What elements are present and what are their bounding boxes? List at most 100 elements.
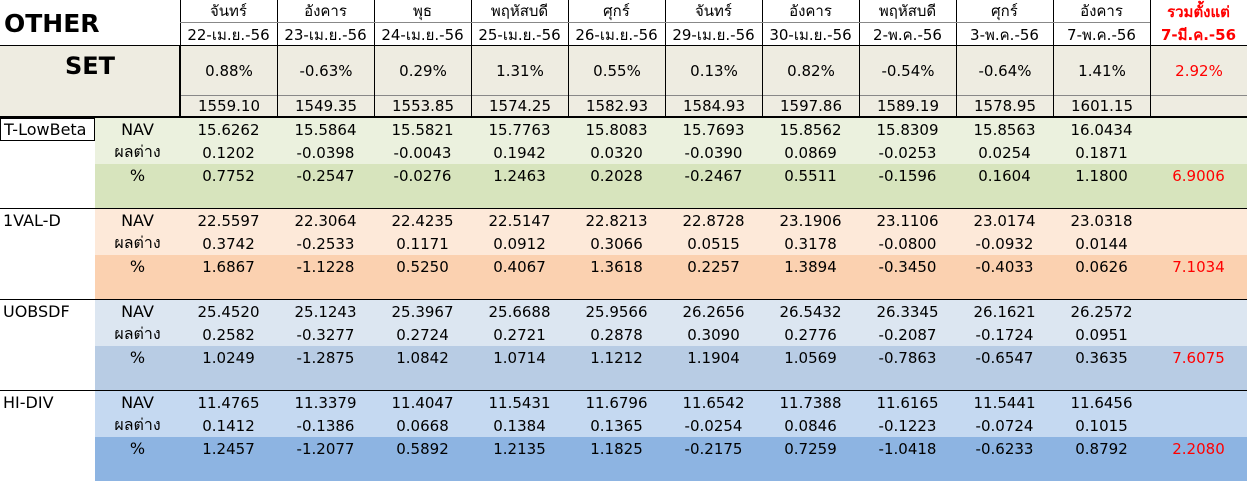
row-label: NAV — [121, 302, 154, 321]
value: -0.3277 — [296, 325, 355, 344]
set-index: 1553.85 — [374, 95, 471, 117]
header-cell — [1150, 0, 1247, 46]
row-bg — [95, 437, 1247, 481]
value: 0.5892 — [396, 439, 449, 458]
value: 0.2582 — [202, 325, 255, 344]
value: 1.0569 — [784, 348, 837, 367]
day-name: พฤหัสบดี — [471, 0, 568, 23]
value: 0.1604 — [978, 166, 1031, 185]
set-change: -0.63% — [277, 46, 374, 95]
value: 11.3379 — [294, 393, 357, 412]
fund-block: 1VAL-D NAV 22.5597 22.3064 22.4235 22.5147 22.… — [0, 208, 1247, 300]
set-index: 1549.35 — [277, 95, 374, 117]
value: 11.5431 — [488, 393, 551, 412]
value: -0.3450 — [878, 257, 937, 276]
day-name: อังคาร — [762, 0, 859, 23]
row-label: ผลต่าง — [114, 233, 161, 252]
fund-name: HI-DIV — [3, 393, 54, 412]
total-value: 6.9006 — [1172, 166, 1225, 185]
value: 0.1365 — [590, 416, 643, 435]
value: -0.1386 — [296, 416, 355, 435]
set-change: 0.13% — [665, 46, 762, 95]
value: 23.1106 — [876, 211, 939, 230]
set-change: -0.64% — [956, 46, 1053, 95]
value: 1.0249 — [202, 348, 255, 367]
value: 11.4047 — [391, 393, 454, 412]
value: 11.4765 — [197, 393, 260, 412]
value: -0.0276 — [393, 166, 452, 185]
value: 0.0254 — [978, 143, 1031, 162]
value: 0.1202 — [202, 143, 255, 162]
value: 25.3967 — [391, 302, 454, 321]
day-name: พุธ — [374, 0, 471, 23]
value: 22.8728 — [682, 211, 745, 230]
value: 1.1904 — [687, 348, 740, 367]
day-name: จันทร์ — [665, 0, 762, 23]
value: 15.5821 — [391, 120, 454, 139]
date: 23-เม.ย.-56 — [284, 25, 367, 44]
separator — [180, 95, 1247, 96]
separator — [0, 46, 180, 117]
value: 0.4067 — [493, 257, 546, 276]
value: 0.3066 — [590, 234, 643, 253]
row-bg — [95, 391, 1247, 414]
row-label: NAV — [121, 393, 154, 412]
set-change: 1.41% — [1053, 46, 1150, 95]
value: -0.2547 — [296, 166, 355, 185]
row-label: ผลต่าง — [114, 324, 161, 343]
date: 24-เม.ย.-56 — [381, 25, 464, 44]
value: 0.1942 — [493, 143, 546, 162]
value: 11.7388 — [779, 393, 842, 412]
set-index: 1582.93 — [568, 95, 665, 117]
value: 0.7752 — [202, 166, 255, 185]
value: 0.0869 — [784, 143, 837, 162]
value: 11.6542 — [682, 393, 745, 412]
value: 15.5864 — [294, 120, 357, 139]
value: 1.6867 — [202, 257, 255, 276]
date: 3-พ.ค.-56 — [970, 25, 1039, 44]
value: 1.1825 — [590, 439, 643, 458]
row-bg — [95, 141, 1247, 164]
row-label: ผลต่าง — [114, 142, 161, 161]
set-bg — [0, 46, 1247, 117]
value: 1.1212 — [590, 348, 643, 367]
value: 11.6456 — [1070, 393, 1133, 412]
header-cell — [180, 0, 277, 46]
set-index: 1597.86 — [762, 95, 859, 117]
date: 26-เม.ย.-56 — [575, 25, 658, 44]
row-bg — [95, 209, 1247, 232]
header-cell — [471, 0, 568, 46]
row-bg — [95, 346, 1247, 391]
set-index: 1574.25 — [471, 95, 568, 117]
value: 1.0714 — [493, 348, 546, 367]
day-name: ศุกร์ — [568, 0, 665, 23]
header-cell — [374, 0, 471, 46]
value: 1.2135 — [493, 439, 546, 458]
value: -0.1223 — [878, 416, 937, 435]
value: -0.0254 — [684, 416, 743, 435]
value: 26.2656 — [682, 302, 745, 321]
value: 15.8562 — [779, 120, 842, 139]
row-bg — [95, 232, 1247, 255]
value: -0.6233 — [975, 439, 1034, 458]
day-name: อังคาร — [1053, 0, 1150, 23]
value: 0.8792 — [1075, 439, 1128, 458]
row-bg — [95, 300, 1247, 323]
value: 26.1621 — [973, 302, 1036, 321]
value: 22.5597 — [197, 211, 260, 230]
row-label: % — [129, 439, 146, 458]
value: -1.2077 — [296, 439, 355, 458]
value: -0.0800 — [878, 234, 937, 253]
value: 0.3742 — [202, 234, 255, 253]
fund-block: HI-DIV NAV 11.4765 11.3379 11.4047 11.5431 11.… — [0, 390, 1247, 481]
fund-block: UOBSDF NAV 25.4520 25.1243 25.3967 25.6688 25.… — [0, 299, 1247, 391]
value: -1.2875 — [296, 348, 355, 367]
value: 16.0434 — [1070, 120, 1133, 139]
value: 0.1412 — [202, 416, 255, 435]
value: 1.1800 — [1075, 166, 1128, 185]
header-cell — [665, 0, 762, 46]
set-index: 1601.15 — [1053, 95, 1150, 117]
value: 22.5147 — [488, 211, 551, 230]
value: 11.5441 — [973, 393, 1036, 412]
set-change: 0.82% — [762, 46, 859, 95]
